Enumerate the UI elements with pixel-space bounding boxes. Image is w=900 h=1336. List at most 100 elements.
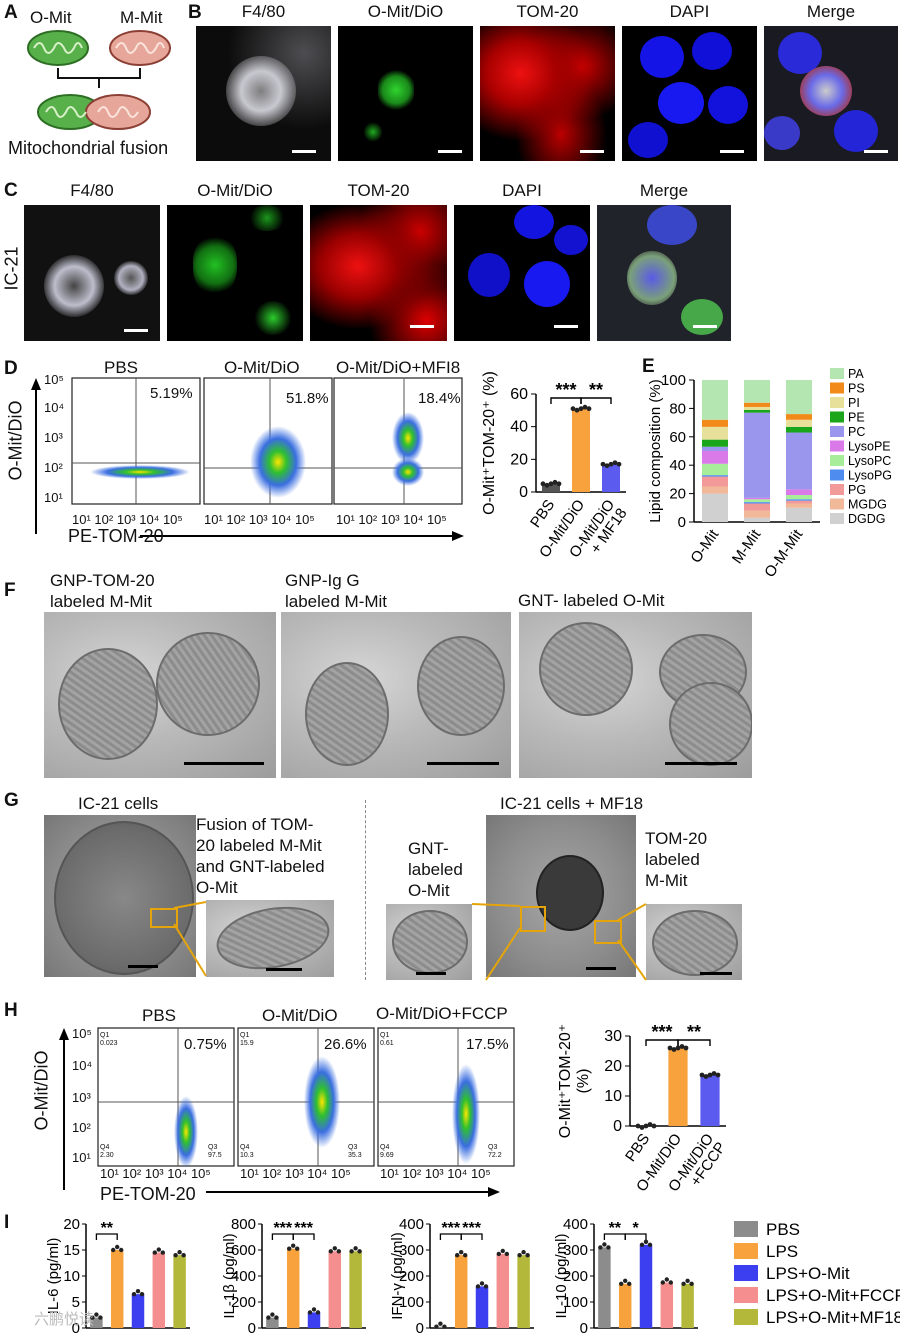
d-plot-pbs bbox=[71, 377, 201, 505]
f-caption2: GNP-Ig G labeled M-Mit bbox=[285, 571, 388, 611]
bar bbox=[266, 1317, 279, 1328]
data-point bbox=[349, 1249, 354, 1254]
data-point bbox=[548, 481, 554, 487]
data-point bbox=[612, 460, 618, 466]
data-point bbox=[270, 1312, 275, 1317]
stack-segment bbox=[701, 475, 729, 477]
data-point bbox=[173, 1253, 178, 1258]
legend-label: LPS+O-Mit+FCCP bbox=[766, 1286, 900, 1305]
data-point bbox=[616, 461, 622, 467]
y-tick-label: 100 bbox=[563, 1294, 588, 1311]
h-pct3: 17.5% bbox=[466, 1036, 509, 1053]
data-point bbox=[604, 463, 610, 469]
stack-segment bbox=[785, 500, 813, 504]
data-point bbox=[685, 1278, 690, 1283]
data-point bbox=[679, 1044, 685, 1049]
significance-label: *** bbox=[294, 1220, 313, 1237]
panel-label-a: A bbox=[4, 2, 18, 23]
h-q4-2: Q4 10.3 bbox=[240, 1144, 254, 1159]
h-xticks1: 10¹ 10² 10³ 10⁴ 10⁵ bbox=[100, 1166, 211, 1181]
data-point bbox=[517, 1253, 522, 1258]
f-em-image1 bbox=[44, 612, 276, 778]
d-ytick1: 10⁵ bbox=[44, 372, 64, 387]
h-q3-1: Q3 97.5 bbox=[208, 1144, 222, 1159]
y-tick-label: 20 bbox=[510, 451, 528, 468]
g-zoom-box-left bbox=[150, 908, 178, 928]
g-cell-image-left bbox=[44, 815, 196, 977]
d-pct1: 5.19% bbox=[150, 385, 193, 402]
h-plot1-title: PBS bbox=[142, 1006, 177, 1025]
data-point bbox=[681, 1281, 686, 1286]
h-q1-3: Q1 0.61 bbox=[380, 1032, 394, 1047]
g-right-note1: GNT- labeled O-Mit bbox=[408, 839, 463, 900]
bar bbox=[349, 1251, 362, 1328]
significance-label: *** bbox=[462, 1220, 481, 1237]
data-point bbox=[483, 1284, 489, 1289]
bar bbox=[475, 1286, 489, 1328]
panel-label-g: G bbox=[4, 790, 19, 811]
h-q4-1: Q4 2.30 bbox=[100, 1144, 114, 1159]
bar bbox=[152, 1252, 166, 1328]
stack-segment bbox=[743, 380, 771, 403]
data-point bbox=[119, 1247, 124, 1253]
bar bbox=[668, 1048, 688, 1126]
panel-label-c: C bbox=[4, 180, 18, 201]
stack-segment bbox=[701, 493, 729, 522]
b-dio-image: O-Mit/DiO bbox=[338, 2, 473, 161]
bar bbox=[110, 1250, 124, 1328]
h-plot-omit bbox=[237, 1027, 375, 1167]
h-pct2: 26.6% bbox=[324, 1036, 367, 1053]
h-flow-plots bbox=[59, 1027, 515, 1197]
data-point bbox=[152, 1250, 157, 1255]
legend-swatch bbox=[830, 455, 844, 466]
bar bbox=[660, 1282, 674, 1328]
stack-segment bbox=[785, 489, 813, 496]
legend-swatch bbox=[830, 411, 844, 423]
legend-swatch bbox=[830, 382, 844, 394]
h-xticks3: 10¹ 10² 10³ 10⁴ 10⁵ bbox=[380, 1166, 491, 1181]
data-point bbox=[675, 1045, 681, 1051]
h-plot-pbs bbox=[97, 1027, 235, 1168]
y-tick-label: 400 bbox=[231, 1268, 256, 1285]
f-em-image3 bbox=[519, 612, 752, 778]
y-tick-label: 200 bbox=[399, 1268, 424, 1285]
stack-segment bbox=[785, 499, 813, 501]
stack-segment bbox=[701, 451, 729, 464]
y-tick-label: 0 bbox=[678, 514, 686, 531]
x-tick-label: PBS bbox=[622, 1131, 653, 1165]
y-tick-label: 300 bbox=[563, 1242, 588, 1259]
significance-bracket bbox=[460, 1233, 483, 1240]
legend-label: LPS+O-Mit+MF18 bbox=[766, 1308, 900, 1327]
g-zoom-image-right1 bbox=[386, 904, 472, 980]
data-point bbox=[556, 481, 562, 487]
d-xticks2: 10¹ 10² 10³ 10⁴ 10⁵ bbox=[204, 512, 315, 527]
y-tick-label: 400 bbox=[563, 1216, 588, 1233]
significance-label: *** bbox=[555, 380, 576, 400]
panel-label-h: H bbox=[4, 1000, 18, 1021]
d-pct3: 18.4% bbox=[418, 390, 461, 407]
data-point bbox=[156, 1247, 161, 1252]
stack-segment bbox=[785, 495, 813, 500]
bar bbox=[618, 1283, 632, 1328]
g-zoom-lines-left bbox=[173, 901, 207, 977]
h-plot-fccp bbox=[377, 1027, 515, 1167]
g-zoom-lines-right bbox=[471, 903, 647, 981]
d-xticks3: 10¹ 10² 10³ 10⁴ 10⁵ bbox=[336, 512, 447, 527]
y-tick-label: 0 bbox=[613, 1118, 622, 1135]
g-zoom-box-right2 bbox=[594, 920, 622, 944]
d-ytick3: 10³ bbox=[44, 430, 63, 445]
g-cell-image-right bbox=[486, 815, 636, 977]
g-left-title: IC-21 cells bbox=[78, 794, 159, 813]
stack-segment bbox=[701, 426, 729, 440]
legend-label: LysoPE bbox=[848, 440, 891, 454]
data-point bbox=[287, 1246, 292, 1251]
d-plot2-title: O-Mit/DiO bbox=[224, 358, 300, 377]
data-point bbox=[496, 1251, 501, 1257]
legend-swatch bbox=[830, 426, 844, 437]
y-axis-label: IL-10 (pg/ml) bbox=[553, 1233, 570, 1318]
data-point bbox=[455, 1253, 460, 1258]
significance-bracket bbox=[95, 1233, 118, 1240]
y-tick-label: 20 bbox=[604, 1058, 622, 1075]
legend-swatch bbox=[830, 397, 844, 408]
data-point bbox=[608, 461, 614, 467]
